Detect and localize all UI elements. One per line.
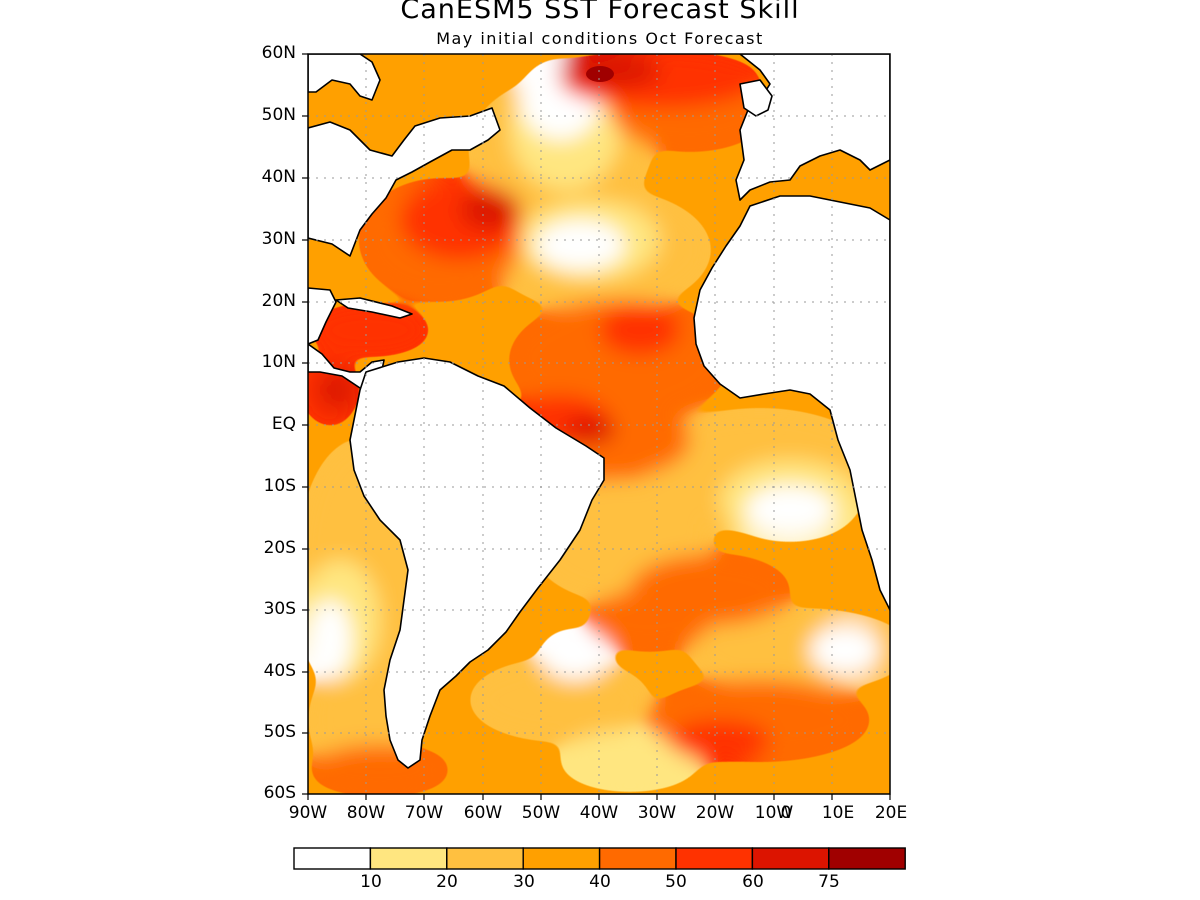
lon-label: 50W	[521, 803, 561, 823]
field-patch	[535, 220, 625, 270]
colorbar-swatch	[751, 847, 830, 870]
colorbar-label: 40	[589, 872, 611, 892]
lat-label: 30N	[261, 229, 296, 249]
map-subtitle: May initial conditions Oct Forecast	[436, 29, 764, 48]
colorbar-swatch	[293, 847, 372, 870]
colorbar-swatch	[828, 847, 906, 870]
field-patch	[586, 66, 614, 82]
lon-label: 20E	[874, 803, 908, 823]
field-patch	[670, 720, 770, 760]
colorbar-label: 10	[360, 872, 382, 892]
field-patch	[565, 416, 615, 444]
colorbar-label: 20	[436, 872, 458, 892]
lat-label: 50N	[261, 105, 296, 125]
colorbar-label: 50	[665, 872, 687, 892]
axis-ticks	[302, 53, 891, 800]
field-patch	[540, 630, 610, 680]
field-patch	[600, 305, 680, 355]
lat-label: 60N	[261, 43, 296, 63]
lat-label: 40N	[261, 167, 296, 187]
lat-label: 10N	[261, 352, 296, 372]
lon-label: 0	[780, 803, 792, 823]
north-america	[308, 54, 501, 257]
field-patch	[745, 485, 835, 535]
lon-label: 10E	[821, 803, 855, 823]
lat-label: 40S	[263, 661, 296, 681]
lon-label: 60W	[463, 803, 503, 823]
lat-label: 20N	[261, 291, 296, 311]
field-patch	[317, 370, 353, 410]
lat-label: 50S	[263, 722, 296, 742]
field-patch	[310, 745, 450, 794]
land	[308, 54, 890, 769]
field-patch	[560, 730, 700, 790]
colorbar-label: 75	[818, 872, 840, 892]
cuba	[335, 297, 413, 319]
field-patch	[460, 190, 520, 230]
lon-label: 90W	[288, 803, 328, 823]
lon-label: 10W	[754, 803, 794, 823]
lon-label: 30W	[637, 803, 677, 823]
colorbar-label: 60	[742, 872, 764, 892]
colorbar-swatch	[446, 847, 524, 870]
africa	[693, 195, 890, 611]
lon-label: 80W	[346, 803, 386, 823]
colorbar-label: 30	[513, 872, 535, 892]
field-patch	[590, 590, 710, 650]
colorbar	[293, 847, 906, 870]
colorbar-swatch	[522, 847, 601, 870]
colorbar-swatch	[369, 847, 448, 870]
lat-label: 60S	[263, 783, 296, 803]
lat-label: EQ	[271, 414, 296, 434]
us-southeast	[308, 287, 337, 345]
south-america	[349, 357, 605, 769]
lon-label: 20W	[695, 803, 735, 823]
british-isles	[739, 79, 773, 117]
field-patch	[810, 625, 880, 675]
colorbar-swatch	[598, 847, 677, 870]
lat-label: 30S	[263, 599, 296, 619]
field-patch	[470, 660, 650, 740]
lon-label: 40W	[579, 803, 619, 823]
field-patch	[308, 600, 352, 680]
map-title: CanESM5 SST Forecast Skill	[400, 0, 800, 25]
grid-lines	[308, 54, 890, 794]
lat-label: 10S	[263, 476, 296, 496]
colorbar-swatch	[675, 847, 754, 870]
lat-label: 20S	[263, 538, 296, 558]
shaded-field	[308, 54, 890, 794]
lon-label: 70W	[404, 803, 444, 823]
